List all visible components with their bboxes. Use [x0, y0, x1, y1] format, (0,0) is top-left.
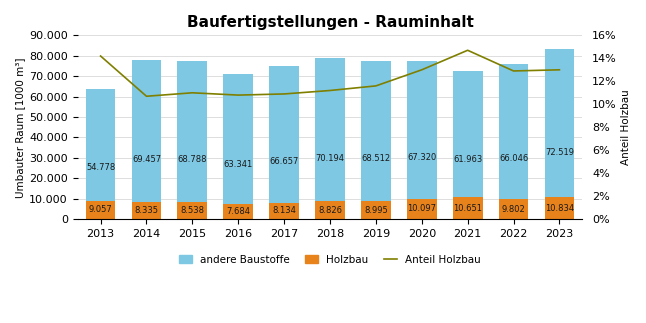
Title: Baufertigstellungen - Rauminhalt: Baufertigstellungen - Rauminhalt [187, 15, 474, 30]
Text: 69.457: 69.457 [132, 155, 161, 164]
Text: 10.651: 10.651 [453, 204, 482, 213]
Text: 54.778: 54.778 [86, 163, 115, 172]
Text: 70.194: 70.194 [315, 154, 344, 163]
Text: 68.512: 68.512 [361, 154, 390, 163]
Legend: andere Baustoffe, Holzbau, Anteil Holzbau: andere Baustoffe, Holzbau, Anteil Holzba… [175, 251, 485, 269]
Text: 66.046: 66.046 [499, 154, 528, 163]
Bar [86, 201, 116, 219]
Bar [224, 74, 253, 203]
Text: 63.341: 63.341 [224, 160, 253, 169]
Text: 8.995: 8.995 [364, 205, 388, 214]
Bar [132, 202, 162, 219]
Bar [453, 71, 483, 197]
Bar [178, 61, 207, 202]
Bar [315, 201, 345, 219]
Bar [545, 197, 574, 219]
Text: 67.320: 67.320 [407, 153, 437, 162]
Bar [499, 199, 528, 219]
Bar [269, 203, 299, 219]
Bar [407, 199, 437, 219]
Y-axis label: Umbauter Raum [1000 m³]: Umbauter Raum [1000 m³] [15, 57, 25, 198]
Text: 10.097: 10.097 [407, 204, 436, 214]
Bar [361, 201, 391, 219]
Bar [86, 89, 116, 201]
Y-axis label: Anteil Holzbau: Anteil Holzbau [621, 89, 631, 165]
Bar [269, 67, 299, 203]
Bar [453, 197, 483, 219]
Bar [361, 61, 391, 201]
Bar [224, 203, 253, 219]
Text: 66.657: 66.657 [269, 157, 299, 166]
Text: 72.519: 72.519 [545, 148, 574, 157]
Bar [545, 49, 574, 197]
Text: 8.538: 8.538 [180, 206, 204, 215]
Bar [407, 61, 437, 199]
Text: 9.802: 9.802 [502, 205, 525, 214]
Text: 8.826: 8.826 [318, 206, 342, 215]
Text: 10.834: 10.834 [545, 203, 574, 213]
Text: 8.134: 8.134 [272, 206, 296, 215]
Text: 9.057: 9.057 [89, 205, 112, 214]
Bar [499, 64, 528, 199]
Text: 7.684: 7.684 [226, 207, 250, 216]
Bar [132, 60, 162, 202]
Text: 61.963: 61.963 [453, 155, 483, 164]
Bar [315, 58, 345, 201]
Text: 8.335: 8.335 [134, 206, 158, 215]
Bar [178, 202, 207, 219]
Text: 68.788: 68.788 [178, 155, 207, 164]
